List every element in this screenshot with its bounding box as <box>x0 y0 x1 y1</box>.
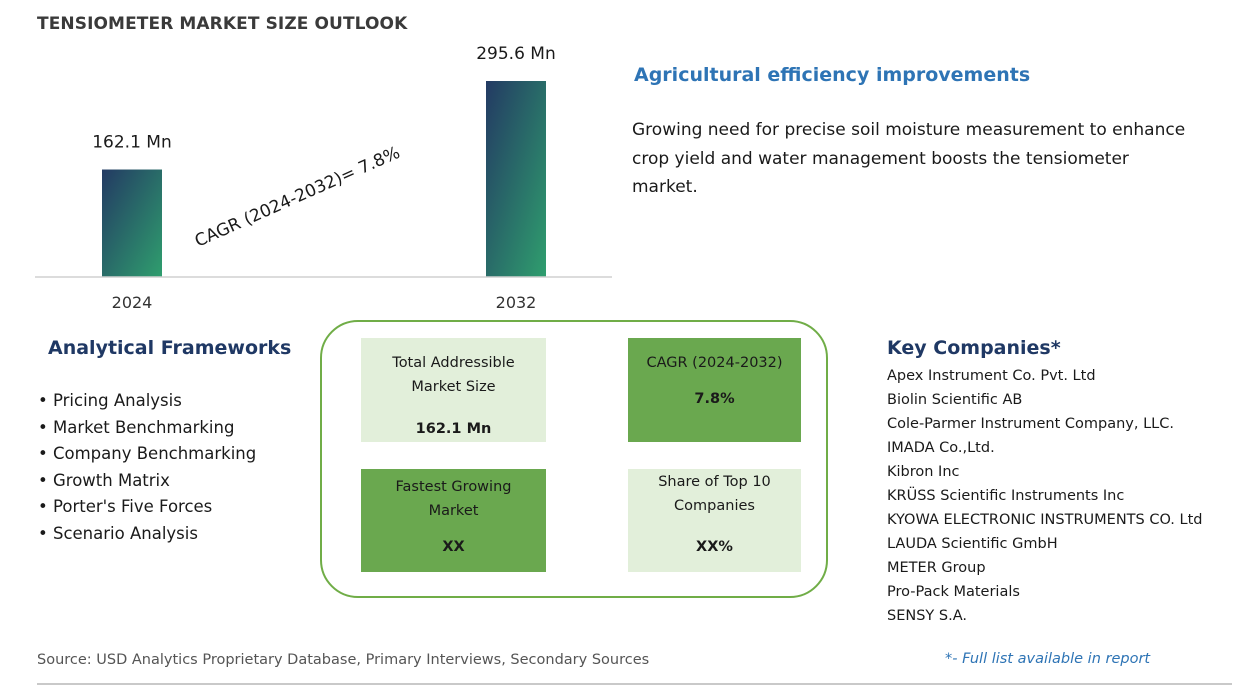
company-item: Pro-Pack Materials <box>887 584 1020 600</box>
cagr-annotation: CAGR (2024-2032)= 7.8% <box>192 143 403 252</box>
tile-share-top-10: Share of Top 10 Companies XX% <box>628 469 801 572</box>
tile-label: Share of Top 10 Companies <box>658 474 771 514</box>
framework-item: Pricing Analysis <box>38 388 256 415</box>
frameworks-title: Analytical Frameworks <box>48 337 292 359</box>
bar-value-label: 162.1 Mn <box>92 133 172 153</box>
frameworks-list: Pricing Analysis Market Benchmarking Com… <box>38 388 256 547</box>
framework-item: Scenario Analysis <box>38 521 256 548</box>
bottom-divider <box>37 683 1232 685</box>
insight-heading: Agricultural efficiency improvements <box>634 64 1031 86</box>
tile-fastest-growing-market: Fastest Growing Market XX <box>361 469 546 572</box>
bar-2024 <box>102 169 162 277</box>
insight-text: Growing need for precise soil moisture m… <box>632 120 1186 197</box>
companies-title: Key Companies* <box>887 337 1061 359</box>
source-note: Source: USD Analytics Proprietary Databa… <box>37 652 650 668</box>
x-tick-label: 2024 <box>112 293 153 312</box>
tile-value: 7.8% <box>694 391 735 407</box>
framework-item: Company Benchmarking <box>38 441 256 468</box>
metrics-panel <box>320 320 828 598</box>
company-item: SENSY S.A. <box>887 608 967 624</box>
tile-value: XX <box>442 539 465 555</box>
tile-label: Total Addressible Market Size <box>392 355 515 395</box>
x-tick-label: 2032 <box>496 293 537 312</box>
framework-item: Growth Matrix <box>38 468 256 495</box>
companies-list: Apex Instrument Co. Pvt. Ltd Biolin Scie… <box>887 364 1217 628</box>
framework-item: Porter's Five Forces <box>38 494 256 521</box>
tile-total-addressable-market: Total Addressible Market Size 162.1 Mn <box>361 338 546 442</box>
tile-cagr: CAGR (2024-2032) 7.8% <box>628 338 801 442</box>
company-item: LAUDA Scientific GmbH <box>887 536 1058 552</box>
company-item: Kibron Inc <box>887 464 960 480</box>
tile-value: XX% <box>696 539 733 555</box>
tile-label: Fastest Growing Market <box>395 479 512 519</box>
tile-value: 162.1 Mn <box>415 421 492 437</box>
companies-note: *- Full list available in report <box>945 651 1151 667</box>
bar-value-label: 295.6 Mn <box>476 44 556 64</box>
company-item: Biolin Scientific AB <box>887 392 1023 408</box>
company-item: KRÜSS Scientific Instruments Inc <box>887 488 1125 504</box>
page-title: TENSIOMETER MARKET SIZE OUTLOOK <box>37 14 408 34</box>
company-item: IMADA Co.,Ltd. <box>887 440 995 456</box>
bar-2032 <box>486 81 546 277</box>
market-size-bar-chart: 162.1 Mn 2024 295.6 Mn 2032 CAGR (2024-2032… <box>35 44 612 312</box>
company-item: METER Group <box>887 560 986 576</box>
company-item: Apex Instrument Co. Pvt. Ltd <box>887 368 1096 384</box>
framework-item: Market Benchmarking <box>38 415 256 442</box>
company-item: KYOWA ELECTRONIC INSTRUMENTS CO. Ltd <box>887 512 1203 528</box>
company-item: Cole-Parmer Instrument Company, LLC. <box>887 416 1174 432</box>
tile-label: CAGR (2024-2032) <box>646 355 783 371</box>
